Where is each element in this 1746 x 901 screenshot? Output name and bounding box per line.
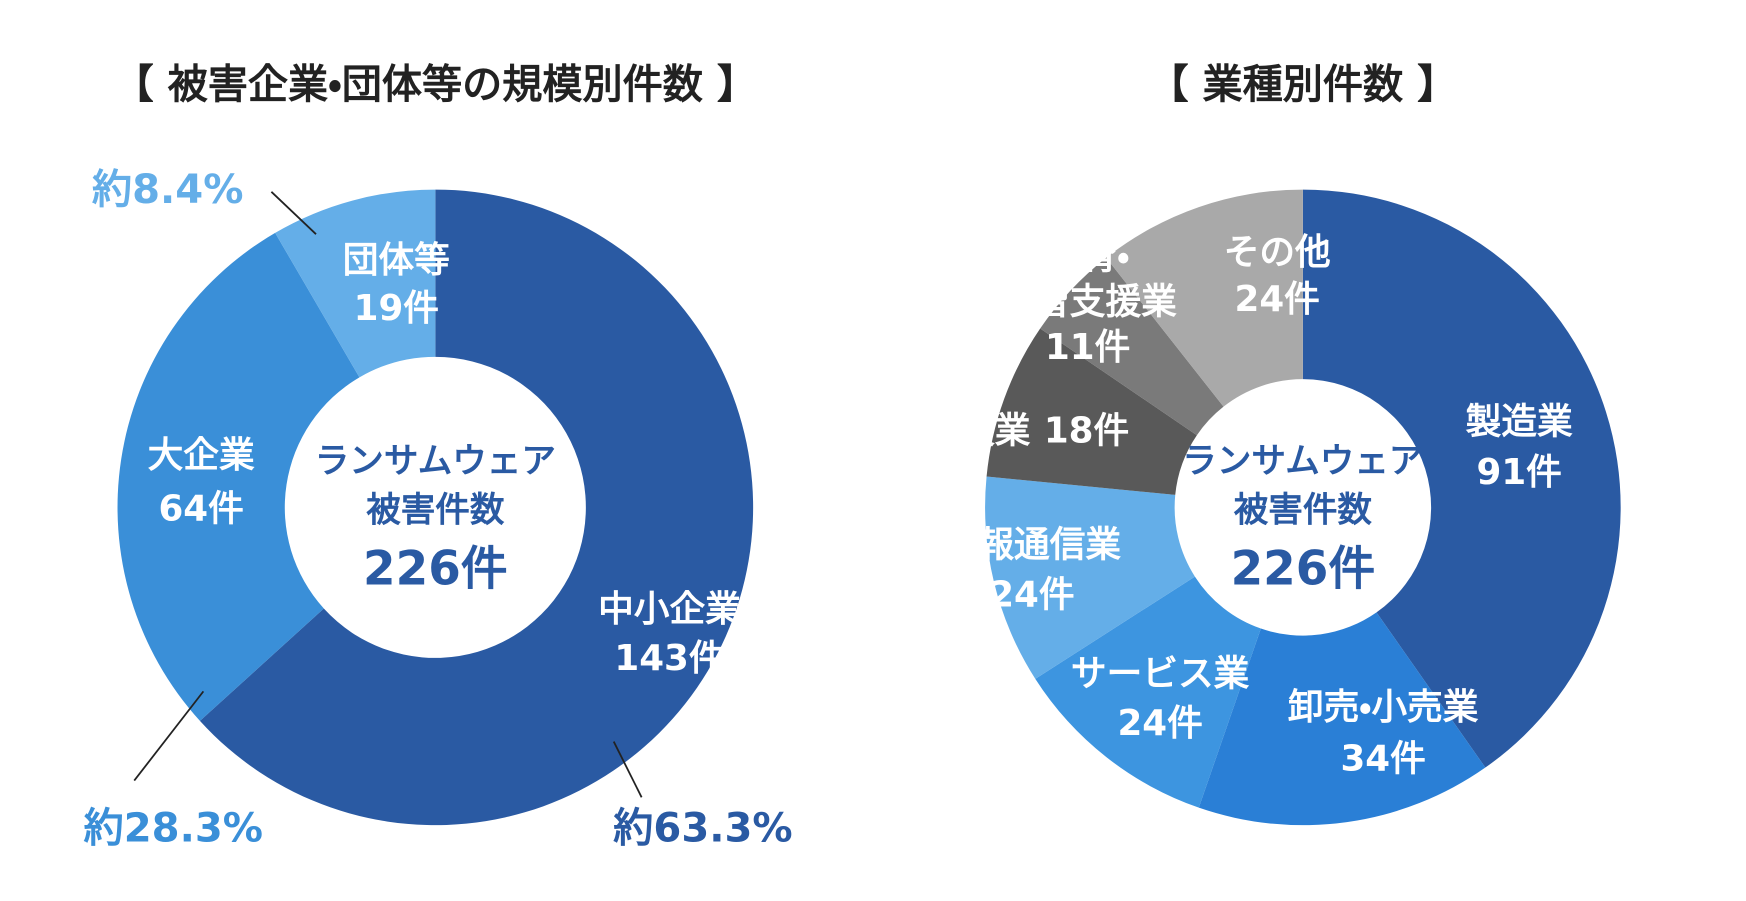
donut-segment — [1040, 257, 1224, 436]
donut-segment — [117, 232, 360, 721]
value-label: 19件 — [354, 288, 439, 329]
value-label: 18件 — [1044, 411, 1129, 452]
donut-chart: 【 被害企業・団体等の規模別件数 】中小企業 143件 大企業 64件 団体等 19件約6… — [84, 62, 793, 852]
leader-line — [270, 191, 317, 235]
chart-title: 【 業種別件数 】 — [1148, 62, 1457, 108]
category-label: 建設業 — [923, 411, 1030, 452]
value-label: 11件 — [1045, 327, 1130, 368]
donut-segment — [275, 189, 436, 378]
value-label: 24件 — [989, 575, 1074, 616]
center-label: ランサムウェア — [1182, 441, 1423, 481]
value-label: 24件 — [1235, 279, 1320, 320]
percent-label: 約63.3% — [613, 806, 792, 852]
center-label: ランサムウェア — [315, 441, 556, 481]
category-label: 卸売・小売業 — [1288, 687, 1479, 728]
donut-segment — [1035, 576, 1261, 808]
category-label: その他 — [1224, 232, 1331, 273]
donut-segment — [199, 189, 754, 826]
chart-title: 【 被害企業・団体等の規模別件数 】 — [114, 62, 757, 108]
donut-segment — [986, 328, 1197, 495]
center-label: 被害件数 — [1234, 490, 1373, 530]
percent-label: 約28.3% — [84, 806, 263, 852]
leader-line — [133, 690, 205, 782]
center-value-label: 226件 — [363, 543, 508, 597]
category-label: 教育・学習支援業 — [998, 237, 1177, 323]
category-label: 中小企業 — [598, 589, 741, 630]
center-value-label: 226件 — [1231, 543, 1376, 597]
category-label: 団体等 — [343, 240, 450, 281]
percent-label: 約8.4% — [92, 167, 243, 213]
category-label: 情報通信業 — [943, 524, 1122, 565]
leader-line — [612, 741, 643, 798]
donut-segment — [1106, 189, 1303, 407]
value-label: 34件 — [1340, 738, 1425, 779]
value-label: 91件 — [1477, 452, 1562, 493]
category-label: 大企業 — [148, 435, 255, 476]
donut-segment — [985, 476, 1195, 679]
category-label: 製造業 — [1466, 402, 1573, 443]
value-label: 24件 — [1117, 703, 1202, 744]
donut-segment — [1302, 189, 1621, 768]
donut-chart: 【 業種別件数 】製造業91件卸売・小売業34件サービス業24件情報通信業24件… — [923, 62, 1621, 826]
center-label: 被害件数 — [366, 490, 505, 530]
segment-label: 建設業 18件 — [923, 411, 1129, 452]
category-label: サービス業 — [1071, 654, 1250, 695]
value-label: 64件 — [158, 489, 243, 530]
value-label: 143件 — [614, 638, 724, 679]
donut-segment — [1198, 612, 1486, 826]
